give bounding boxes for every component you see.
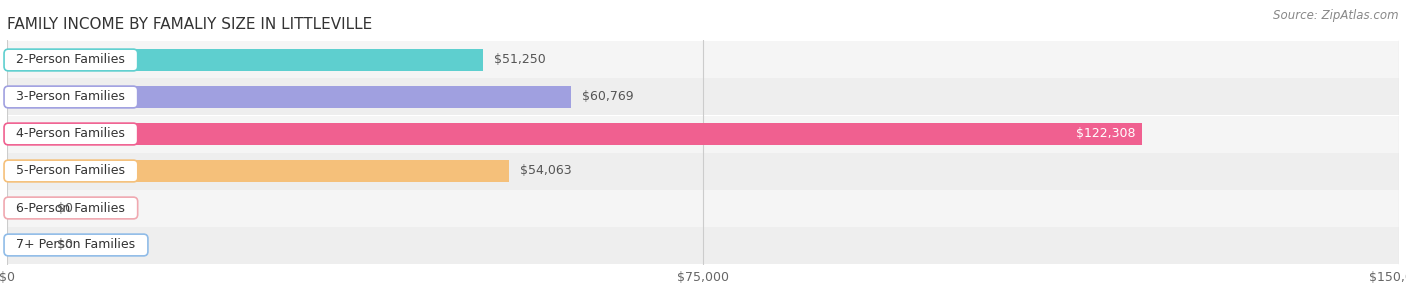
Bar xyxy=(7,49,482,71)
Bar xyxy=(7,152,1399,189)
Bar xyxy=(7,227,1399,264)
Text: $60,769: $60,769 xyxy=(582,91,634,103)
Bar xyxy=(7,86,571,108)
Text: 4-Person Families: 4-Person Families xyxy=(8,127,134,141)
Text: $0: $0 xyxy=(58,202,73,214)
Text: $54,063: $54,063 xyxy=(520,164,571,178)
Text: $51,250: $51,250 xyxy=(494,53,546,66)
Text: Source: ZipAtlas.com: Source: ZipAtlas.com xyxy=(1274,9,1399,22)
Bar xyxy=(7,160,509,182)
Bar xyxy=(7,78,1399,116)
Text: 5-Person Families: 5-Person Families xyxy=(8,164,134,178)
Text: 3-Person Families: 3-Person Families xyxy=(8,91,134,103)
Bar xyxy=(7,197,46,219)
Text: $0: $0 xyxy=(58,239,73,252)
Bar xyxy=(7,116,1399,152)
Text: 2-Person Families: 2-Person Families xyxy=(8,53,134,66)
Text: 6-Person Families: 6-Person Families xyxy=(8,202,134,214)
Bar xyxy=(7,123,1142,145)
Text: $122,308: $122,308 xyxy=(1076,127,1135,141)
Text: FAMILY INCOME BY FAMALIY SIZE IN LITTLEVILLE: FAMILY INCOME BY FAMALIY SIZE IN LITTLEV… xyxy=(7,16,373,31)
Text: 7+ Person Families: 7+ Person Families xyxy=(8,239,143,252)
Bar xyxy=(7,234,46,256)
Bar xyxy=(7,189,1399,227)
Bar xyxy=(7,41,1399,78)
